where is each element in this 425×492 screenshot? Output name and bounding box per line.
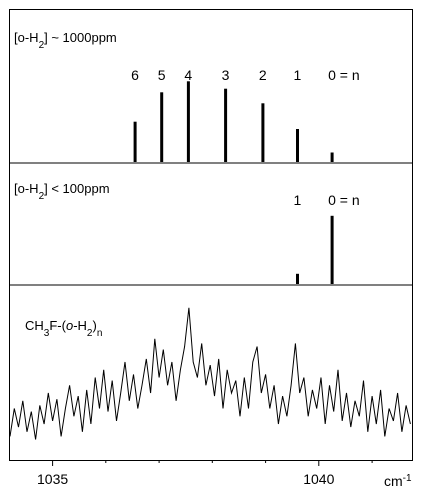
top-n-label-1: 5 (158, 67, 166, 83)
top-n-label-0: 6 (131, 67, 139, 83)
bottom-panel-label: CH3F-(o-H2)n (25, 318, 102, 339)
figure-frame (9, 9, 413, 461)
top-bar-4 (261, 103, 265, 162)
top-n-label-6: 0 = n (328, 67, 360, 83)
top-bar-1 (160, 92, 164, 162)
top-panel-bars (133, 81, 334, 162)
top-bar-5 (296, 129, 299, 162)
x-axis: 1035 1040 (37, 460, 373, 487)
middle-n-label-1: 0 = n (328, 192, 360, 208)
x-tick-label-1: 1040 (303, 471, 334, 487)
spectrum-line (9, 307, 411, 440)
top-bar-3 (224, 88, 228, 162)
middle-bar-0 (296, 273, 299, 284)
middle-panel-bars (296, 215, 334, 284)
top-n-label-5: 1 (294, 67, 302, 83)
top-panel-n-labels: 6 5 4 3 2 1 0 = n (131, 67, 360, 83)
top-n-label-3: 3 (222, 67, 230, 83)
middle-n-label-0: 1 (294, 192, 302, 208)
top-bar-2 (186, 81, 190, 162)
top-bar-0 (133, 121, 137, 162)
top-panel-label: [o-H2] ~ 1000ppm (14, 30, 117, 51)
middle-panel-label: [o-H2] < 100ppm (14, 181, 110, 202)
top-bar-6 (330, 152, 334, 162)
top-n-label-2: 4 (184, 67, 192, 83)
middle-bar-1 (330, 215, 334, 284)
bottom-panel-spectrum (9, 307, 411, 440)
x-tick-label-0: 1035 (37, 471, 68, 487)
top-n-label-4: 2 (259, 67, 267, 83)
middle-panel-n-labels: 1 0 = n (294, 192, 360, 208)
x-axis-unit-label: cm-1 (384, 473, 412, 490)
